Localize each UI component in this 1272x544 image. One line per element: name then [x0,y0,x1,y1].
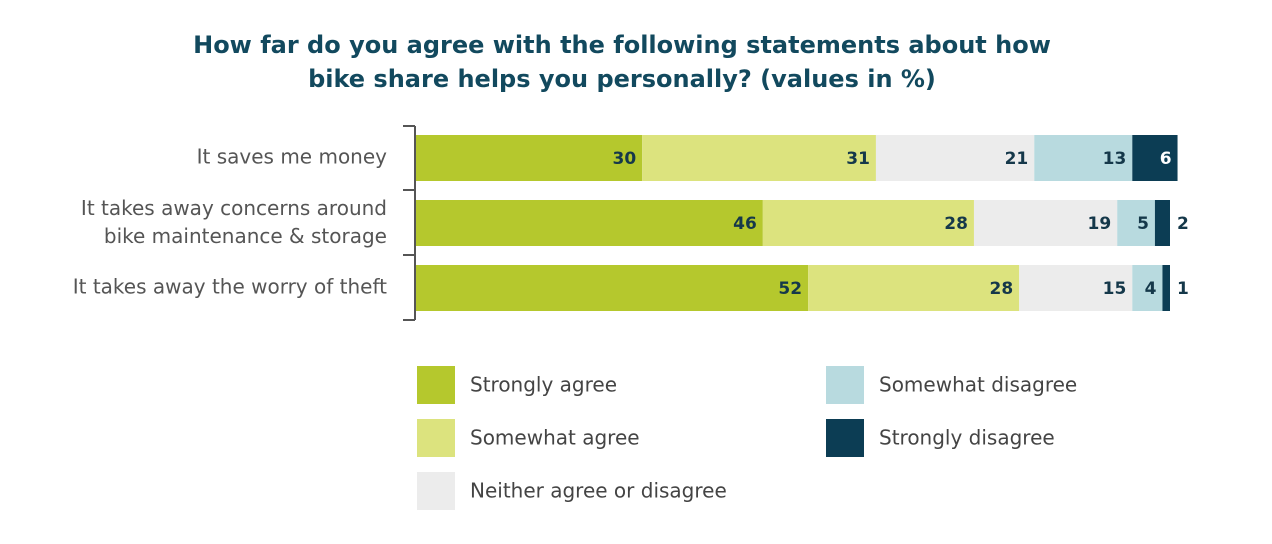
legend-swatch [417,472,455,510]
bar-segment [808,265,1020,311]
legend-swatch [417,419,455,457]
value-label: 19 [1088,214,1112,234]
legend-label: Strongly agree [470,373,617,397]
value-label: 28 [944,214,968,234]
bar-segment [416,200,763,246]
bar-segment [875,135,1035,181]
legend-label: Somewhat agree [470,426,640,450]
value-label: 2 [1177,214,1189,234]
value-label: 13 [1103,149,1127,169]
legend-swatch [826,419,864,457]
value-label: 21 [1005,149,1029,169]
category-label: It takes away concerns around bike mainte… [81,196,387,248]
value-label: 4 [1145,279,1157,299]
bar-segment [1132,265,1163,311]
bar-segment [642,135,876,181]
bar-segment [1162,265,1170,311]
bar-segment [1034,135,1133,181]
legend-swatch [826,366,864,404]
category-label: It saves me money [197,145,388,169]
value-label: 52 [778,279,802,299]
value-label: 28 [990,279,1014,299]
value-label: 1 [1177,279,1189,299]
value-label: 6 [1160,149,1172,169]
chart-title: How far do you agree with the following … [193,31,1051,93]
value-label: 5 [1137,214,1149,234]
bar-segment [1019,265,1133,311]
bar-segment [416,135,643,181]
legend-label: Neither agree or disagree [470,479,727,503]
value-label: 15 [1103,279,1127,299]
bar-segment [1117,200,1155,246]
value-label: 30 [613,149,637,169]
bar-segment [762,200,974,246]
legend-label: Somewhat disagree [879,373,1077,397]
bracket [403,125,416,321]
bar-segment [416,265,809,311]
legend-swatch [417,366,455,404]
value-label: 31 [846,149,870,169]
legend-label: Strongly disagree [879,426,1055,450]
bar-segment [1154,200,1170,246]
category-label: It takes away the worry of theft [73,275,387,299]
value-label: 46 [733,214,757,234]
bar-segment [973,200,1118,246]
bar-segment [1132,135,1178,181]
